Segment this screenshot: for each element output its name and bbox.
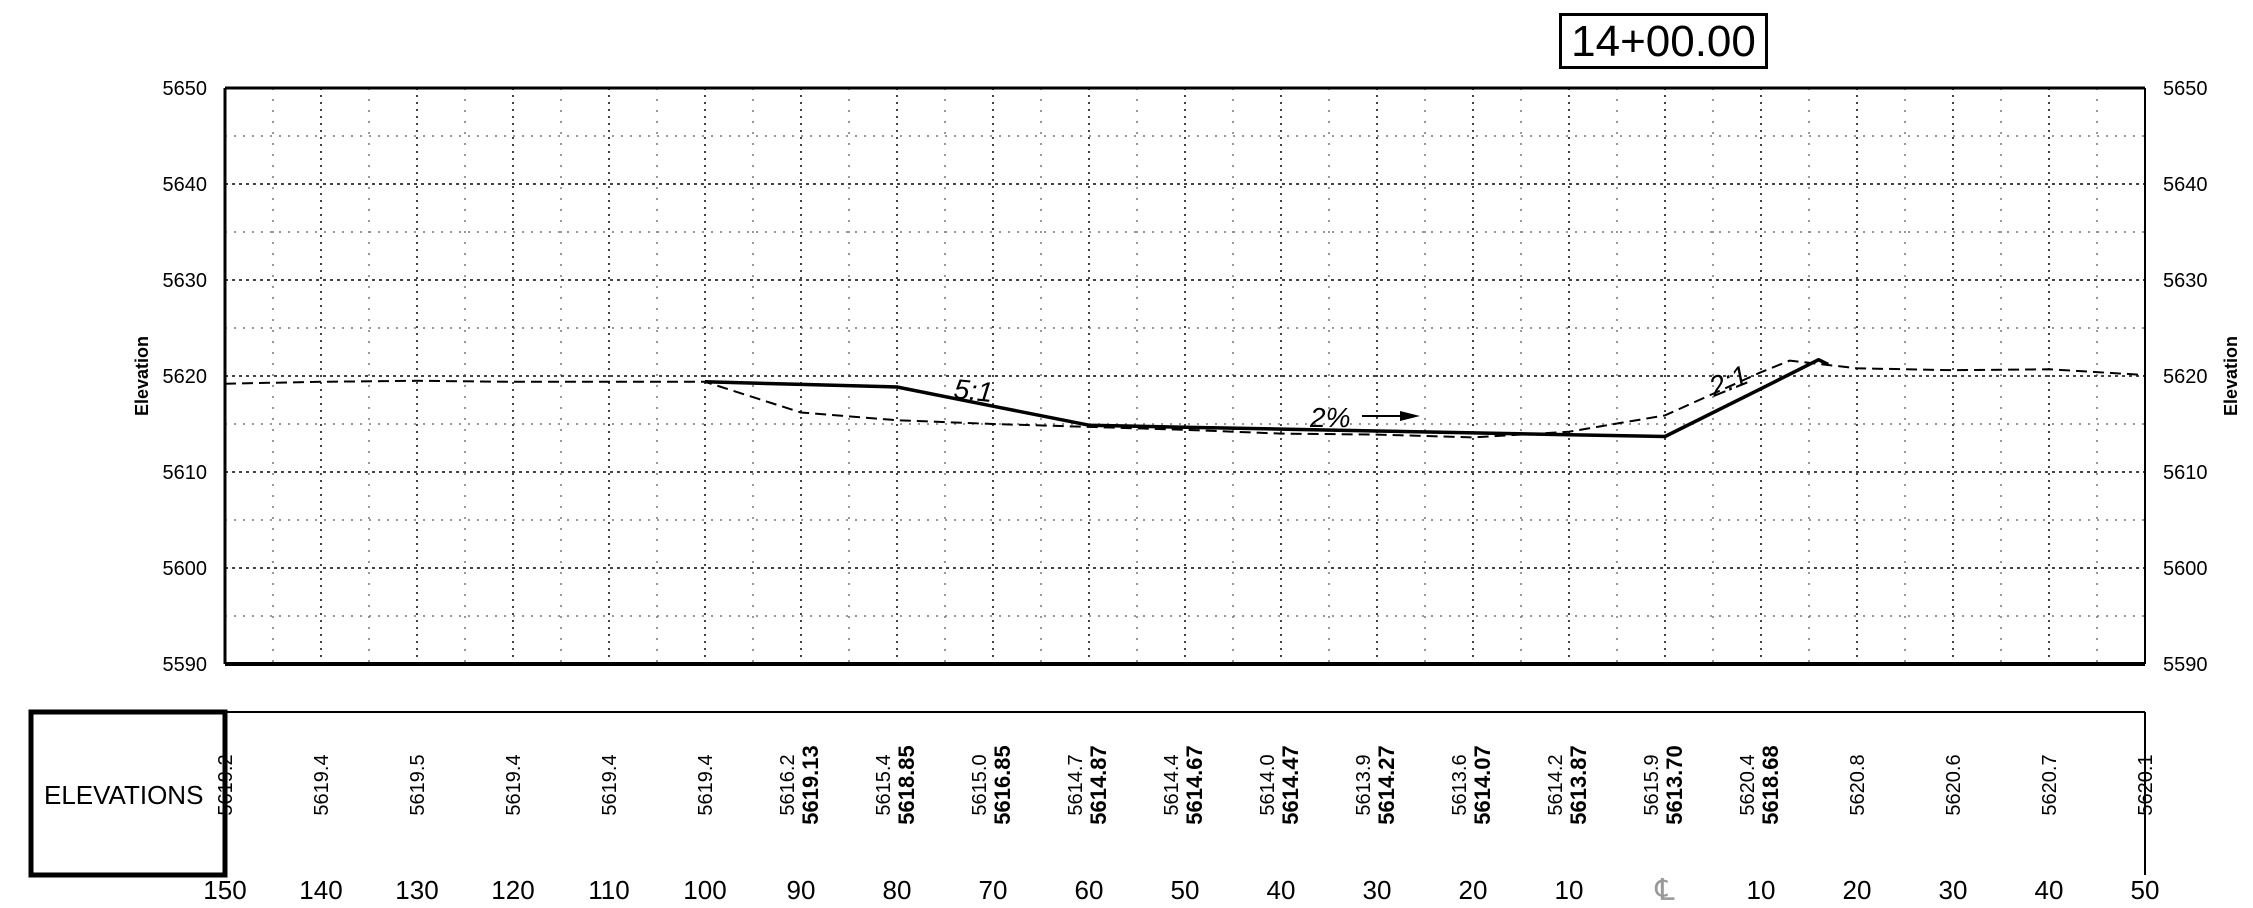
y-tick-label-right: 5630 (2163, 270, 2208, 292)
x-tick-label: 30 (1939, 875, 1968, 905)
elevation-proposed: 5613.70 (1662, 745, 1687, 825)
x-tick-label: 50 (2131, 875, 2160, 905)
elevation-proposed: 5614.47 (1278, 745, 1303, 825)
y-tick-label-right: 5590 (2163, 654, 2208, 676)
y-tick-label-right: 5640 (2163, 174, 2208, 196)
elevation-existing: 5613.9 (1353, 754, 1375, 815)
x-tick-label: 40 (2035, 875, 2064, 905)
y-tick-label-left: 5640 (163, 174, 208, 196)
y-tick-label-left: 5600 (163, 558, 208, 580)
elevations-label: ELEVATIONS (44, 780, 203, 810)
elevation-proposed: 5616.85 (990, 745, 1015, 825)
elevation-existing: 5619.2 (215, 754, 237, 815)
x-tick-label: 70 (979, 875, 1008, 905)
x-tick-label: 140 (299, 875, 342, 905)
x-tick-label: 20 (1843, 875, 1872, 905)
elevation-proposed: 5614.27 (1374, 745, 1399, 825)
elevation-existing: 5614.4 (1161, 754, 1183, 815)
station-label: 14+00.00 (1559, 13, 1768, 69)
y-tick-label-right: 5610 (2163, 462, 2208, 484)
x-tick-label: 10 (1747, 875, 1776, 905)
y-tick-label-right: 5600 (2163, 558, 2208, 580)
elevation-proposed: 5618.68 (1758, 745, 1783, 825)
elevation-table: ELEVATIONS 5619.2 5619.4 5619.5 5619.4 5619.4… (28, 709, 2160, 907)
y-tick-label-left: 5610 (163, 462, 208, 484)
grid (225, 88, 2145, 664)
elevation-existing: 5614.7 (1065, 754, 1087, 815)
x-tick-label: 10 (1555, 875, 1584, 905)
elevation-existing: 5619.4 (695, 754, 717, 815)
y-tick-label-left: 5590 (163, 654, 208, 676)
elevation-existing: 5619.5 (407, 754, 429, 815)
x-tick-label: 20 (1459, 875, 1488, 905)
x-tick-label: 150 (203, 875, 246, 905)
x-tick-label: 40 (1267, 875, 1296, 905)
y-tick-label-right: 5650 (2163, 78, 2208, 100)
elevation-proposed: 5619.13 (798, 745, 823, 825)
slope-label-2-percent: 2% (1309, 402, 1350, 433)
elevation-existing: 5620.8 (1847, 754, 1869, 815)
x-tick-label: 50 (1171, 875, 1200, 905)
y-tick-label-left: 5650 (163, 78, 208, 100)
elevation-existing: 5616.2 (777, 754, 799, 815)
elevation-existing: 5619.4 (311, 754, 333, 815)
elevation-proposed: 5618.85 (894, 745, 919, 825)
elevation-existing: 5615.9 (1641, 754, 1663, 815)
x-tick-label: 90 (787, 875, 816, 905)
elevations-box (28, 709, 228, 878)
elevation-existing: 5620.1 (2135, 754, 2157, 815)
elevation-proposed: 5613.87 (1566, 745, 1591, 825)
proposed-grade-line (704, 357, 1829, 439)
elevation-proposed: 5614.87 (1086, 745, 1111, 825)
elevation-existing: 5619.4 (503, 754, 525, 815)
x-tick-label: 80 (883, 875, 912, 905)
elevation-existing: 5620.4 (1737, 754, 1759, 815)
existing-ground-line (224, 359, 2146, 439)
y-tick-label-left: 5620 (163, 366, 208, 388)
y-tick-label-left: 5630 (163, 270, 208, 292)
profile-lines (224, 357, 2146, 439)
elevation-existing: 5619.4 (599, 754, 621, 815)
x-tick-label: 110 (588, 875, 629, 905)
y-axis-title-right: Elevation (2221, 336, 2241, 416)
y-axis-title-left: Elevation (132, 336, 152, 416)
elevation-proposed: 5614.67 (1182, 745, 1207, 825)
x-tick-label: 100 (683, 875, 726, 905)
elevation-existing: 5620.6 (1943, 754, 1965, 815)
plot-frame (223, 86, 2146, 666)
x-tick-label: 30 (1363, 875, 1392, 905)
elevation-existing: 5613.6 (1449, 754, 1471, 815)
x-tick-label: 60 (1075, 875, 1104, 905)
elevation-proposed: 5614.07 (1470, 745, 1495, 825)
x-tick-label: 130 (395, 875, 438, 905)
slope-label-5-1: 5:1 (952, 373, 994, 408)
y-tick-label-right: 5620 (2163, 366, 2208, 388)
elevation-existing: 5614.2 (1545, 754, 1567, 815)
elevation-existing: 5615.0 (969, 754, 991, 815)
elevation-existing: 5620.7 (2039, 754, 2061, 815)
slope-arrow-head (1400, 411, 1420, 421)
elevation-existing: 5614.0 (1257, 754, 1279, 815)
centerline-symbol: ℄ (1654, 874, 1675, 907)
plot-labels: 5650 5650 5640 5640 5630 5630 5620 5620 5610 5610… (132, 78, 2241, 676)
x-tick-label: 120 (491, 875, 534, 905)
elevation-existing: 5615.4 (873, 754, 895, 815)
